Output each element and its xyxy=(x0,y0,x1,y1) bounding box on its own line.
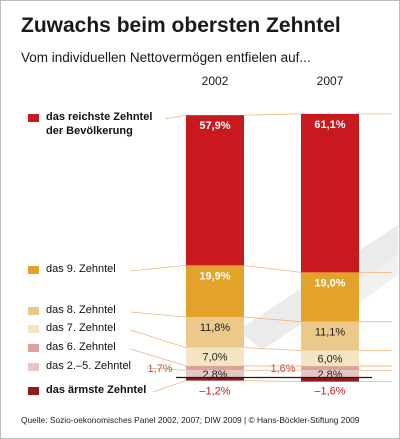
bar-segment xyxy=(186,317,244,348)
legend-swatch xyxy=(28,114,39,122)
leader-line xyxy=(147,367,392,371)
category-label-2002: 2002 xyxy=(202,74,229,88)
legend-swatch xyxy=(28,344,39,352)
legend-swatch xyxy=(28,387,39,395)
legend-entry: das 8. Zehntel xyxy=(46,304,116,318)
bar-segment xyxy=(301,113,359,273)
bar-segment xyxy=(186,115,244,266)
legend-entry: das 9. Zehntel xyxy=(46,263,116,277)
legend-label: das ärmste Zehntel xyxy=(46,384,147,396)
leader-line xyxy=(130,348,392,367)
bar-segment xyxy=(186,370,244,378)
bar-segment xyxy=(186,365,244,371)
data-label: 1,7% xyxy=(147,363,172,375)
bar-segment xyxy=(186,265,244,318)
leader-line xyxy=(130,264,392,273)
legend-label: das reichste Zehntel xyxy=(46,111,153,123)
leader-line xyxy=(164,113,392,120)
bar-segment xyxy=(301,321,359,351)
legend-label: das 9. Zehntel xyxy=(46,263,116,275)
bar-segment xyxy=(301,350,359,367)
legend-swatch xyxy=(28,266,39,274)
bar-segment xyxy=(301,366,359,371)
bar-segment xyxy=(301,370,359,378)
data-label: –1,2% xyxy=(199,386,230,398)
data-label: –1,6% xyxy=(314,386,345,398)
data-label: 19,0% xyxy=(314,277,345,289)
legend-entry: das 6. Zehntel xyxy=(46,341,116,355)
legend-swatch xyxy=(28,325,39,333)
chart-subtitle: Vom individuellen Nettovermögen entfiele… xyxy=(21,50,311,65)
data-label: 7,0% xyxy=(202,352,227,364)
legend-label: der Bevölkerung xyxy=(46,124,133,137)
data-label: 2,8% xyxy=(202,369,227,381)
data-label: 2,8% xyxy=(317,369,342,381)
legend-label: das 7. Zehntel xyxy=(46,322,116,334)
data-label: 1,6% xyxy=(270,363,295,375)
category-label-2007: 2007 xyxy=(317,74,344,88)
data-label: 19,9% xyxy=(199,270,230,282)
legend-entry: das 7. Zehntel xyxy=(46,322,116,336)
data-label: 11,8% xyxy=(200,322,231,334)
legend-label: das 8. Zehntel xyxy=(46,304,116,316)
data-label: 61,1% xyxy=(314,119,345,131)
legend-swatch xyxy=(28,363,39,371)
leader-line xyxy=(130,311,392,323)
legend-entry: das 2.–5. Zehntel xyxy=(46,360,131,374)
data-label: 6,0% xyxy=(317,353,342,365)
legend-label: das 6. Zehntel xyxy=(46,341,116,353)
data-label: 57,9% xyxy=(199,120,230,132)
bar-segment xyxy=(301,377,359,382)
bar-segment xyxy=(301,272,359,322)
leader-line xyxy=(152,380,392,393)
bar-segment xyxy=(186,347,244,366)
legend-entry: das reichste Zehntel der Bevölkerung xyxy=(46,111,152,138)
data-label: 11,1% xyxy=(315,327,346,339)
leader-line xyxy=(130,329,392,351)
legend-swatch xyxy=(28,307,39,315)
legend-entry: das ärmste Zehntel xyxy=(46,384,146,398)
chart-title: Zuwachs beim obersten Zehntel xyxy=(21,14,341,37)
legend-label: das 2.–5. Zehntel xyxy=(46,360,132,372)
source-note: Quelle: Sozio-oekonomisches Panel 2002, … xyxy=(21,415,360,425)
bar-segment xyxy=(186,377,244,381)
